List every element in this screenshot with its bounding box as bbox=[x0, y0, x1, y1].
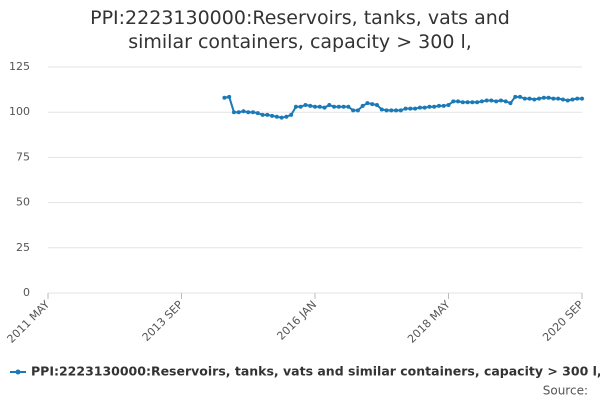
point bbox=[231, 110, 236, 115]
point bbox=[303, 102, 308, 107]
point bbox=[274, 114, 279, 119]
line-series bbox=[224, 95, 582, 119]
point bbox=[484, 98, 489, 103]
point bbox=[370, 102, 375, 107]
point bbox=[427, 104, 432, 109]
y-tick-label: 0 bbox=[23, 286, 30, 299]
point bbox=[498, 98, 503, 103]
point bbox=[456, 99, 461, 104]
point bbox=[580, 96, 584, 101]
point bbox=[508, 101, 513, 106]
point bbox=[522, 96, 527, 101]
point bbox=[365, 101, 370, 106]
point bbox=[565, 98, 570, 103]
x-tick-label: 2018 MAY bbox=[405, 298, 453, 346]
point bbox=[322, 105, 327, 110]
point bbox=[251, 110, 256, 115]
point bbox=[394, 108, 399, 113]
source: Source: bbox=[543, 384, 588, 398]
legend-marker bbox=[15, 369, 21, 375]
y-tick-label: 100 bbox=[9, 105, 30, 118]
point bbox=[284, 114, 289, 119]
point bbox=[570, 97, 575, 102]
point bbox=[532, 97, 537, 102]
point bbox=[546, 95, 551, 100]
point bbox=[503, 99, 508, 104]
y-tick-label: 25 bbox=[16, 241, 30, 254]
x-tick-label: 2016 JAN bbox=[274, 298, 319, 343]
point bbox=[308, 103, 313, 108]
point bbox=[236, 110, 241, 115]
point bbox=[451, 99, 456, 104]
point bbox=[317, 104, 322, 109]
chart-title: PPI:2223130000:Reservoirs, tanks, vats a… bbox=[90, 7, 510, 53]
point bbox=[422, 105, 427, 110]
point bbox=[341, 104, 346, 109]
point bbox=[270, 113, 275, 118]
point bbox=[389, 108, 394, 113]
point bbox=[246, 110, 251, 115]
point bbox=[346, 104, 351, 109]
point bbox=[222, 95, 227, 100]
y-tick-label: 75 bbox=[16, 150, 30, 163]
point bbox=[518, 94, 523, 99]
point bbox=[398, 108, 403, 113]
point bbox=[494, 99, 499, 104]
point bbox=[475, 100, 480, 105]
point bbox=[227, 94, 232, 99]
point bbox=[446, 102, 451, 107]
point bbox=[384, 108, 389, 113]
point bbox=[441, 103, 446, 108]
point bbox=[332, 104, 337, 109]
point bbox=[470, 100, 475, 105]
point bbox=[541, 95, 546, 100]
point bbox=[527, 96, 532, 101]
point bbox=[298, 104, 303, 109]
point bbox=[327, 102, 332, 107]
y-tick-label: 50 bbox=[16, 196, 30, 209]
point bbox=[336, 104, 341, 109]
point bbox=[432, 104, 437, 109]
point bbox=[513, 94, 518, 99]
point bbox=[403, 106, 408, 111]
x-tick-label: 2013 SEP bbox=[140, 298, 186, 344]
x-tick-label: 2020 SEP bbox=[540, 298, 586, 344]
legend-label: PPI:2223130000:Reservoirs, tanks, vats a… bbox=[31, 364, 600, 379]
point bbox=[379, 107, 384, 112]
point bbox=[460, 100, 465, 105]
point bbox=[289, 112, 294, 117]
point bbox=[293, 104, 298, 109]
point bbox=[265, 112, 270, 117]
point bbox=[417, 105, 422, 110]
point bbox=[279, 115, 284, 120]
point bbox=[313, 104, 317, 109]
point bbox=[436, 103, 441, 108]
x-tick-label: 2011 MAY bbox=[5, 298, 53, 346]
point bbox=[260, 112, 265, 117]
point bbox=[575, 96, 580, 101]
point bbox=[560, 97, 565, 102]
point bbox=[556, 96, 561, 101]
point bbox=[413, 106, 418, 111]
point bbox=[374, 102, 379, 107]
point bbox=[408, 106, 413, 111]
point bbox=[489, 98, 494, 103]
point bbox=[360, 103, 365, 108]
point bbox=[465, 100, 470, 105]
point bbox=[351, 108, 356, 113]
point bbox=[241, 109, 246, 114]
point bbox=[537, 96, 542, 101]
point bbox=[551, 96, 556, 101]
point bbox=[255, 111, 260, 116]
y-tick-label: 125 bbox=[9, 60, 30, 73]
point bbox=[355, 108, 360, 113]
point bbox=[479, 99, 484, 104]
